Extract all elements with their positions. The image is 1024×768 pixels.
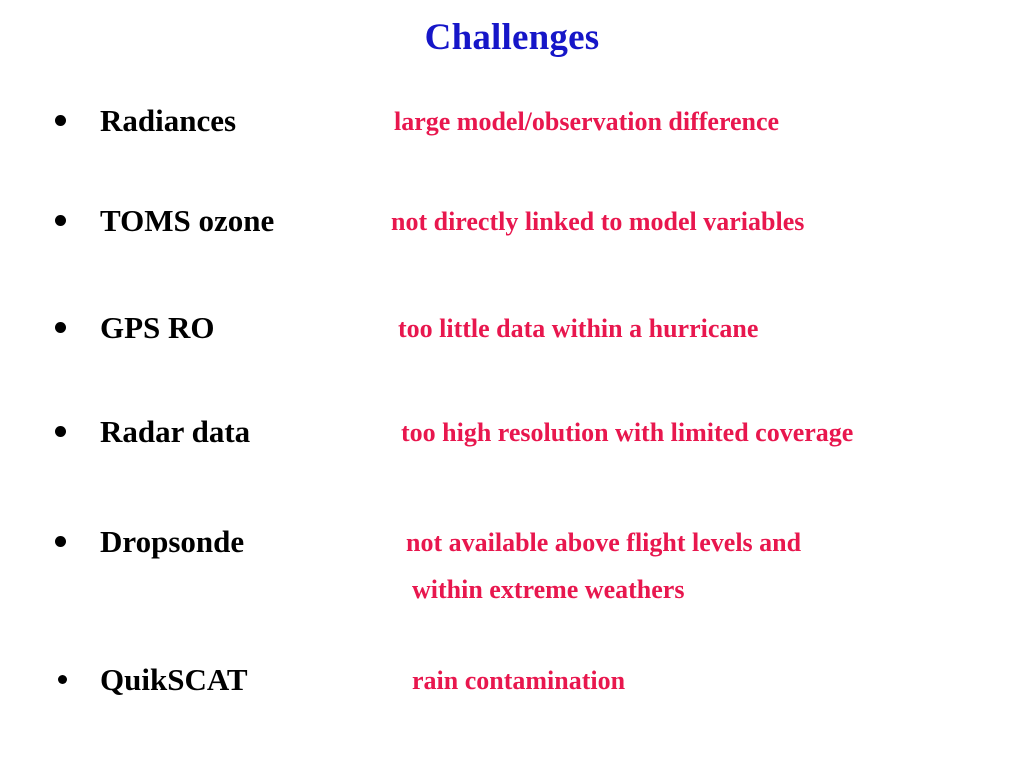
bullet-note: not available above flight levels and	[406, 528, 802, 557]
bullet-dot-icon	[55, 426, 66, 437]
list-item: Radiances large model/observation differ…	[0, 100, 1024, 148]
bullet-dot-icon	[58, 675, 67, 684]
bullet-note: too high resolution with limited coverag…	[401, 418, 854, 447]
bullet-label: Radiances	[100, 103, 237, 138]
bullet-label: Dropsonde	[100, 524, 245, 559]
list-item: TOMS ozone not directly linked to model …	[0, 200, 1024, 248]
page-title: Challenges	[424, 17, 600, 58]
bullet-label: GPS RO	[100, 310, 215, 345]
bullet-note-continuation: within extreme weathers	[412, 575, 685, 604]
list-item: Radar data too high resolution with limi…	[0, 411, 1024, 459]
list-item: QuikSCAT rain contamination	[0, 659, 1024, 707]
list-item: GPS RO too little data within a hurrican…	[0, 307, 1024, 355]
bullet-dot-icon	[55, 115, 66, 126]
bullet-note: large model/observation difference	[394, 107, 780, 136]
bullet-label: Radar data	[100, 414, 251, 449]
bullet-dot-icon	[55, 536, 66, 547]
bullet-note: too little data within a hurricane	[398, 314, 759, 343]
bullet-note: rain contamination	[412, 666, 626, 695]
bullet-note: not directly linked to model variables	[391, 207, 805, 236]
bullet-label: QuikSCAT	[100, 662, 248, 697]
bullet-dot-icon	[55, 215, 66, 226]
bullet-label: TOMS ozone	[100, 203, 275, 238]
bullet-dot-icon	[55, 322, 66, 333]
list-item: Dropsonde not available above flight lev…	[0, 521, 1024, 617]
